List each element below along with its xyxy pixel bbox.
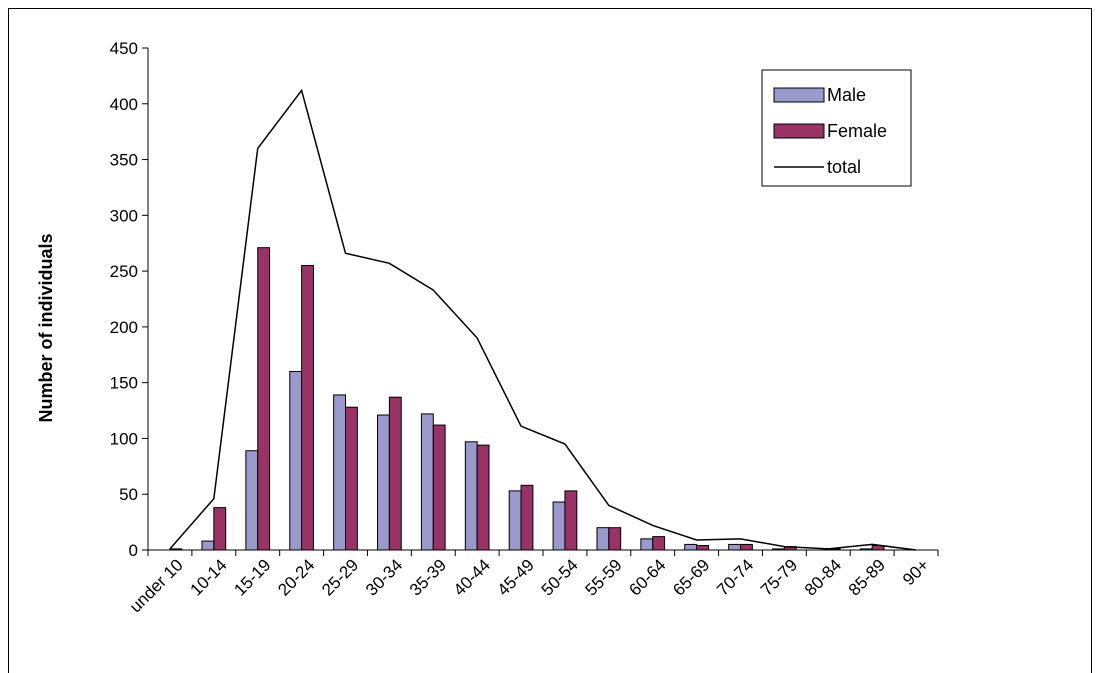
bar-female	[388, 396, 402, 551]
legend-label-male: Male	[827, 85, 866, 105]
y-tick-label: 300	[110, 206, 138, 225]
bar-male	[289, 371, 303, 551]
bar-male	[245, 450, 259, 551]
bar-male	[420, 413, 434, 551]
x-tick-label: 10-14	[186, 555, 230, 599]
x-tick-label: 25-29	[318, 555, 362, 599]
y-axis-title: Number of individuals	[36, 233, 56, 422]
x-tick-label: 35-39	[406, 555, 450, 599]
y-tick-label: 50	[119, 485, 138, 504]
bar-male	[684, 543, 698, 551]
bar-male	[728, 543, 742, 551]
x-tick-label: 40-44	[450, 555, 494, 599]
x-tick-label: 20-24	[274, 555, 318, 599]
bar-male	[377, 414, 390, 551]
bar-male	[640, 538, 654, 551]
bar-female	[652, 536, 666, 551]
bar-male	[201, 540, 215, 551]
y-tick-label: 150	[110, 374, 138, 393]
x-tick-label: 15-19	[230, 555, 274, 599]
chart-frame	[8, 8, 1092, 673]
bar-female	[345, 406, 358, 551]
x-tick-label: 30-34	[362, 555, 406, 599]
x-tick-label: 45-49	[494, 555, 538, 599]
bar-female	[740, 543, 753, 551]
bar-female	[301, 265, 314, 551]
axes	[142, 47, 939, 556]
x-tick-label: 65-69	[669, 555, 713, 599]
y-tick-label: 100	[110, 429, 138, 448]
bar-male	[859, 548, 873, 551]
bar-female	[564, 490, 578, 551]
bar-female	[476, 444, 490, 551]
x-tick-label: 75-79	[757, 555, 801, 599]
y-tick-label: 450	[110, 39, 138, 58]
legend-label-female: Female	[827, 121, 887, 141]
x-tick-label: 80-84	[801, 555, 845, 599]
y-tick-label: 250	[110, 262, 138, 281]
legend-swatch-male	[773, 87, 825, 103]
bar-female	[257, 247, 271, 551]
bar-female	[696, 545, 709, 551]
y-tick-label: 0	[129, 541, 138, 560]
legend-swatch-female	[773, 123, 825, 139]
bar-female	[169, 548, 183, 551]
y-tick-label: 400	[110, 95, 138, 114]
bar-female	[432, 424, 446, 551]
total-line-group	[169, 88, 917, 551]
x-tick-label: 85-89	[845, 555, 889, 599]
y-tick-label: 350	[110, 151, 138, 170]
bar-female	[213, 507, 227, 551]
x-tick-label: under 10	[126, 555, 187, 616]
x-tick-label: 50-54	[538, 555, 582, 599]
series-line-total	[169, 88, 917, 551]
bar-female	[608, 527, 622, 551]
x-tick-label: 90+	[899, 555, 933, 589]
bar-male	[596, 527, 610, 551]
legend: Male Female total	[761, 69, 912, 187]
bar-male	[552, 501, 566, 551]
bar-male	[464, 441, 478, 551]
bar-male	[333, 394, 346, 551]
x-tick-label: 70-74	[713, 555, 757, 599]
x-tick-label: 60-64	[625, 555, 669, 599]
legend-label-total: total	[827, 157, 861, 177]
bar-female	[520, 484, 534, 551]
bar-male	[772, 548, 785, 551]
bar-male	[508, 490, 522, 551]
x-tick-label: 55-59	[581, 555, 625, 599]
y-tick-label: 200	[110, 318, 138, 337]
bars	[169, 247, 885, 551]
